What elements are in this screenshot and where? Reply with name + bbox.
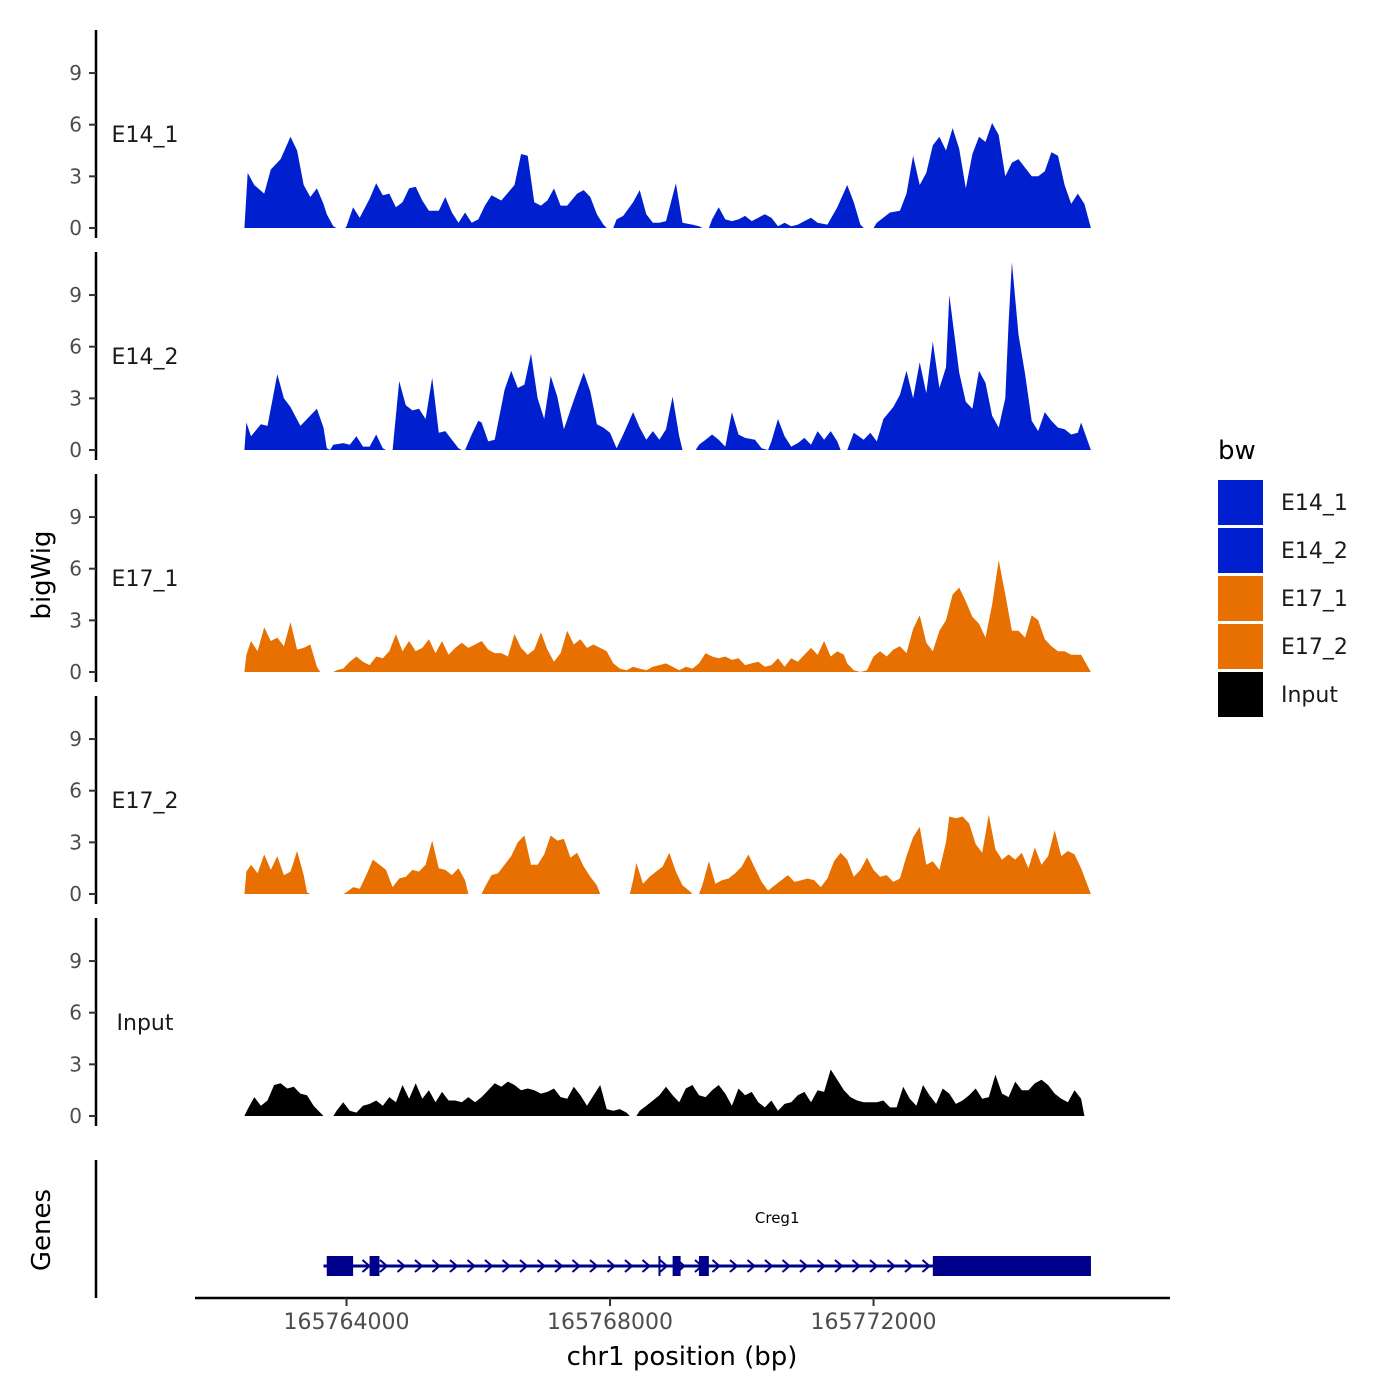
y-tick-label-e17-2-0: 0 [69, 882, 82, 906]
legend-key-e17-1 [1218, 576, 1263, 621]
strand-arrow [641, 1259, 651, 1273]
coverage-area-e14-2 [244, 262, 1091, 450]
legend: bw E14_1 E14_2 E17_1 E17_2 Input [1218, 436, 1348, 717]
coverage-tracks: 0 3 6 9 E14_1 0 3 6 9 E14_2 0 3 6 9 E17_1 0 3 6 9 E17_2 0 3 6 9… [69, 30, 1091, 1128]
strand-arrow [606, 1259, 616, 1273]
genes-axis-title: Genes [27, 1189, 57, 1271]
track-e17-2: 0 3 6 9 E17_2 [69, 696, 1091, 906]
strand-arrow [589, 1259, 599, 1273]
coverage-area-e14-1 [244, 123, 1091, 228]
legend-key-e17-2 [1218, 624, 1263, 669]
y-tick-label-e14-1-3: 3 [69, 164, 82, 188]
strand-arrow [431, 1259, 441, 1273]
y-tick-label-e14-1-9: 9 [69, 61, 82, 85]
x-axis-title: chr1 position (bp) [567, 1342, 798, 1372]
coverage-area-input [244, 1069, 1085, 1116]
x-tick-label-165772000: 165772000 [811, 1310, 937, 1335]
x-tick-label-165768000: 165768000 [547, 1310, 673, 1335]
track-label-input: Input [117, 1011, 174, 1036]
strand-arrow [729, 1259, 739, 1273]
strand-arrow [904, 1259, 914, 1273]
gene-creg1: Creg1 [323, 1209, 1091, 1276]
y-tick-label-e17-2-6: 6 [69, 779, 82, 803]
strand-arrow [501, 1259, 511, 1273]
strand-arrow [554, 1259, 564, 1273]
strand-arrow [396, 1259, 406, 1273]
exon-creg1-5 [932, 1256, 1091, 1276]
y-tick-label-input-9: 9 [69, 949, 82, 973]
strand-arrow [764, 1259, 774, 1273]
track-e14-2: 0 3 6 9 E14_2 [69, 252, 1091, 462]
strand-arrow [449, 1259, 459, 1273]
strand-arrow [379, 1259, 389, 1273]
track-label-e14-2: E14_2 [112, 345, 179, 370]
y-tick-label-e14-2-0: 0 [69, 438, 82, 462]
strand-arrow [869, 1259, 879, 1273]
legend-label-e17-1: E17_1 [1281, 587, 1348, 612]
legend-key-e14-1 [1218, 480, 1263, 525]
strand-arrow [781, 1259, 791, 1273]
coverage-area-e17-1 [244, 560, 1091, 672]
gene-label-creg1: Creg1 [755, 1209, 800, 1227]
track-input: 0 3 6 9 Input [69, 918, 1085, 1128]
legend-label-e17-2: E17_2 [1281, 635, 1348, 660]
legend-key-input [1218, 672, 1263, 717]
y-axis-title: bigWig [27, 530, 57, 619]
exon-creg1-2 [369, 1256, 380, 1276]
strand-arrow [536, 1259, 546, 1273]
exon-creg1-3 [672, 1256, 681, 1276]
exon-creg1-4 [698, 1256, 709, 1276]
strand-arrow [519, 1259, 529, 1273]
strand-arrow [414, 1259, 424, 1273]
y-tick-label-e17-1-9: 9 [69, 505, 82, 529]
strand-arrow [361, 1259, 371, 1273]
track-label-e17-2: E17_2 [112, 789, 179, 814]
strand-arrow [571, 1259, 581, 1273]
strand-arrow [624, 1259, 634, 1273]
strand-arrow [834, 1259, 844, 1273]
track-e14-1: 0 3 6 9 E14_1 [69, 30, 1091, 240]
strand-arrow [746, 1259, 756, 1273]
y-tick-label-e17-1-0: 0 [69, 660, 82, 684]
legend-label-e14-1: E14_1 [1281, 491, 1348, 516]
legend-key-e14-2 [1218, 528, 1263, 573]
y-tick-label-input-0: 0 [69, 1104, 82, 1128]
strand-arrow [886, 1259, 896, 1273]
track-label-e17-1: E17_1 [112, 567, 179, 592]
strand-arrow [659, 1259, 669, 1273]
y-tick-label-e17-2-9: 9 [69, 727, 82, 751]
strand-arrow [711, 1259, 721, 1273]
y-tick-label-e14-1-0: 0 [69, 216, 82, 240]
x-tick-label-165764000: 165764000 [284, 1310, 410, 1335]
y-tick-label-e14-2-6: 6 [69, 335, 82, 359]
strand-arrow [466, 1259, 476, 1273]
strand-arrow [799, 1259, 809, 1273]
y-tick-label-input-6: 6 [69, 1001, 82, 1025]
y-tick-label-e14-1-6: 6 [69, 113, 82, 137]
y-tick-label-e17-2-3: 3 [69, 830, 82, 854]
y-tick-label-e14-2-3: 3 [69, 386, 82, 410]
y-tick-label-input-3: 3 [69, 1052, 82, 1076]
x-axis: 165764000 165768000 165772000 [195, 1296, 1170, 1335]
gene-panel: Creg1 [94, 1160, 1091, 1298]
y-tick-label-e14-2-9: 9 [69, 283, 82, 307]
strand-arrow [921, 1259, 931, 1273]
track-e17-1: 0 3 6 9 E17_1 [69, 474, 1091, 684]
strand-arrow [484, 1259, 494, 1273]
strand-arrow [851, 1259, 861, 1273]
legend-title: bw [1218, 436, 1256, 466]
coverage-area-e17-2 [244, 814, 1091, 894]
y-tick-label-e17-1-3: 3 [69, 608, 82, 632]
exon-creg1-1 [326, 1256, 354, 1276]
strand-arrow [816, 1259, 826, 1273]
track-label-e14-1: E14_1 [112, 123, 179, 148]
legend-label-input: Input [1281, 683, 1338, 708]
legend-label-e14-2: E14_2 [1281, 539, 1348, 564]
y-tick-label-e17-1-6: 6 [69, 557, 82, 581]
